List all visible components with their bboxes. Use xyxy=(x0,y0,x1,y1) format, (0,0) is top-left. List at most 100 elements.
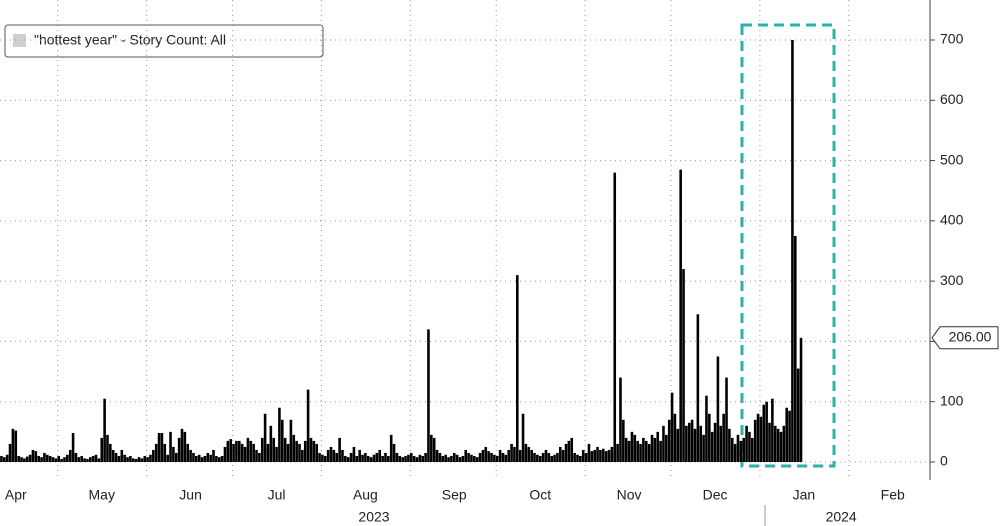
bar xyxy=(80,455,83,462)
bar xyxy=(412,455,416,462)
bar xyxy=(111,449,115,462)
bar xyxy=(146,457,149,462)
bar xyxy=(759,416,763,462)
bar xyxy=(71,433,75,462)
bar xyxy=(650,434,654,462)
bar xyxy=(352,446,356,462)
bar xyxy=(335,452,339,462)
bar xyxy=(189,449,192,462)
x-tick-label: Feb xyxy=(881,487,905,503)
y-tick-label: 300 xyxy=(940,272,964,288)
bar xyxy=(687,422,691,462)
bar xyxy=(346,457,350,462)
bar xyxy=(183,431,187,462)
bar xyxy=(387,455,390,462)
bar xyxy=(705,395,708,462)
bar xyxy=(504,454,508,462)
bar xyxy=(312,440,316,462)
bar xyxy=(349,452,353,462)
bar xyxy=(513,446,516,462)
bar xyxy=(40,457,43,462)
bar xyxy=(518,449,522,462)
bar xyxy=(149,454,152,462)
bar xyxy=(281,419,284,462)
bar xyxy=(315,443,318,462)
bar xyxy=(656,431,660,462)
bar xyxy=(530,449,533,462)
bar xyxy=(590,451,594,462)
bar xyxy=(258,452,261,462)
bar xyxy=(693,428,697,462)
bar xyxy=(430,434,433,462)
bar xyxy=(762,404,766,462)
bar xyxy=(97,458,101,462)
bar xyxy=(570,437,574,462)
bar xyxy=(559,446,562,462)
bar xyxy=(487,451,490,462)
x-tick-label: Jul xyxy=(268,487,286,503)
last-value-label: 206.00 xyxy=(949,329,992,345)
y-tick-label: 500 xyxy=(940,151,964,167)
bar xyxy=(690,419,694,462)
bar xyxy=(771,398,774,462)
bar xyxy=(217,457,221,462)
bar xyxy=(272,437,275,462)
bar xyxy=(321,454,324,462)
bar xyxy=(174,452,178,462)
bar xyxy=(28,454,32,462)
bar xyxy=(636,440,639,462)
bar xyxy=(375,452,379,462)
bar xyxy=(249,440,253,462)
bar xyxy=(163,443,167,462)
bar xyxy=(260,437,264,462)
bar xyxy=(369,457,373,462)
x-tick-label: Aug xyxy=(353,487,378,503)
bar xyxy=(286,443,290,462)
bar xyxy=(642,437,645,462)
bar xyxy=(573,452,576,462)
bar xyxy=(751,437,754,462)
bar xyxy=(235,440,238,462)
bar xyxy=(306,389,310,462)
bar xyxy=(203,455,207,462)
bar xyxy=(157,433,161,462)
bar xyxy=(536,454,539,462)
bar xyxy=(435,449,439,462)
bar xyxy=(384,452,387,462)
bar xyxy=(475,457,479,462)
bar xyxy=(785,407,788,462)
bar xyxy=(478,452,482,462)
bar xyxy=(441,455,445,462)
bar xyxy=(14,430,18,462)
bar xyxy=(748,431,751,462)
bar xyxy=(561,449,565,462)
bar xyxy=(63,457,66,462)
bar xyxy=(685,425,688,462)
bar xyxy=(455,454,459,462)
legend-swatch xyxy=(13,34,26,47)
bar xyxy=(20,457,23,462)
bar xyxy=(246,437,250,462)
bar xyxy=(223,446,227,462)
bar xyxy=(493,454,496,462)
bar xyxy=(289,419,293,462)
bar xyxy=(126,457,129,462)
bar xyxy=(212,449,215,462)
bar xyxy=(665,434,668,462)
bar xyxy=(507,449,510,462)
bar xyxy=(186,443,190,462)
bar xyxy=(195,455,198,462)
bar xyxy=(722,413,725,462)
bar xyxy=(604,451,608,462)
bar xyxy=(432,437,436,462)
bar xyxy=(31,449,35,462)
bar xyxy=(696,314,700,462)
x-tick-label: Apr xyxy=(5,487,27,503)
bar xyxy=(458,457,462,462)
x-tick-label: Sep xyxy=(442,487,467,503)
bar xyxy=(498,449,502,462)
bar xyxy=(366,455,370,462)
bar xyxy=(639,443,642,462)
bar xyxy=(109,443,112,462)
bar xyxy=(392,443,396,462)
